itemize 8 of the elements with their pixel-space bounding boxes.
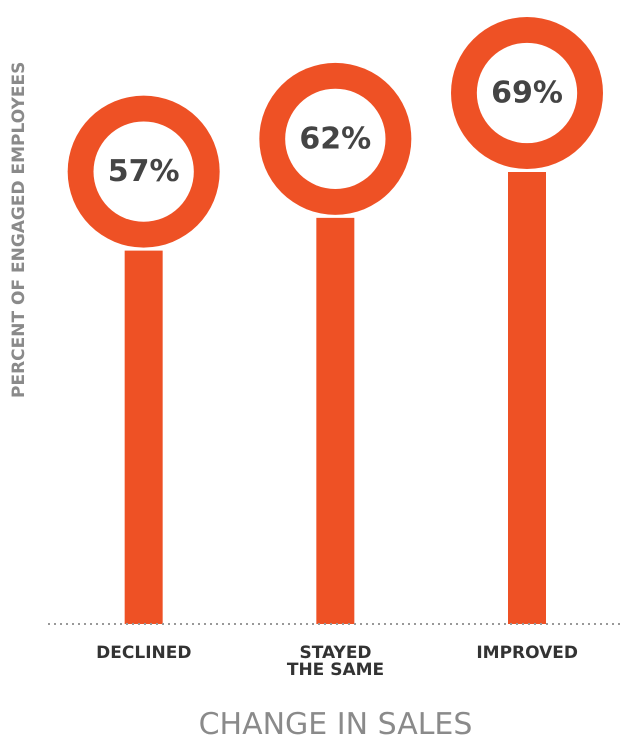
data-label: 69% [491, 76, 563, 110]
x-tick-label: STAYED THE SAME [286, 643, 384, 680]
data-label: 62% [299, 121, 372, 156]
x-tick-label: IMPROVED [476, 643, 578, 664]
data-label: 57% [108, 154, 180, 190]
x-tick-label: DECLINED [96, 643, 192, 664]
x-axis-title: CHANGE IN SALES [198, 707, 472, 742]
y-axis-title: PERCENT OF ENGAGED EMPLOYEES [9, 62, 30, 398]
